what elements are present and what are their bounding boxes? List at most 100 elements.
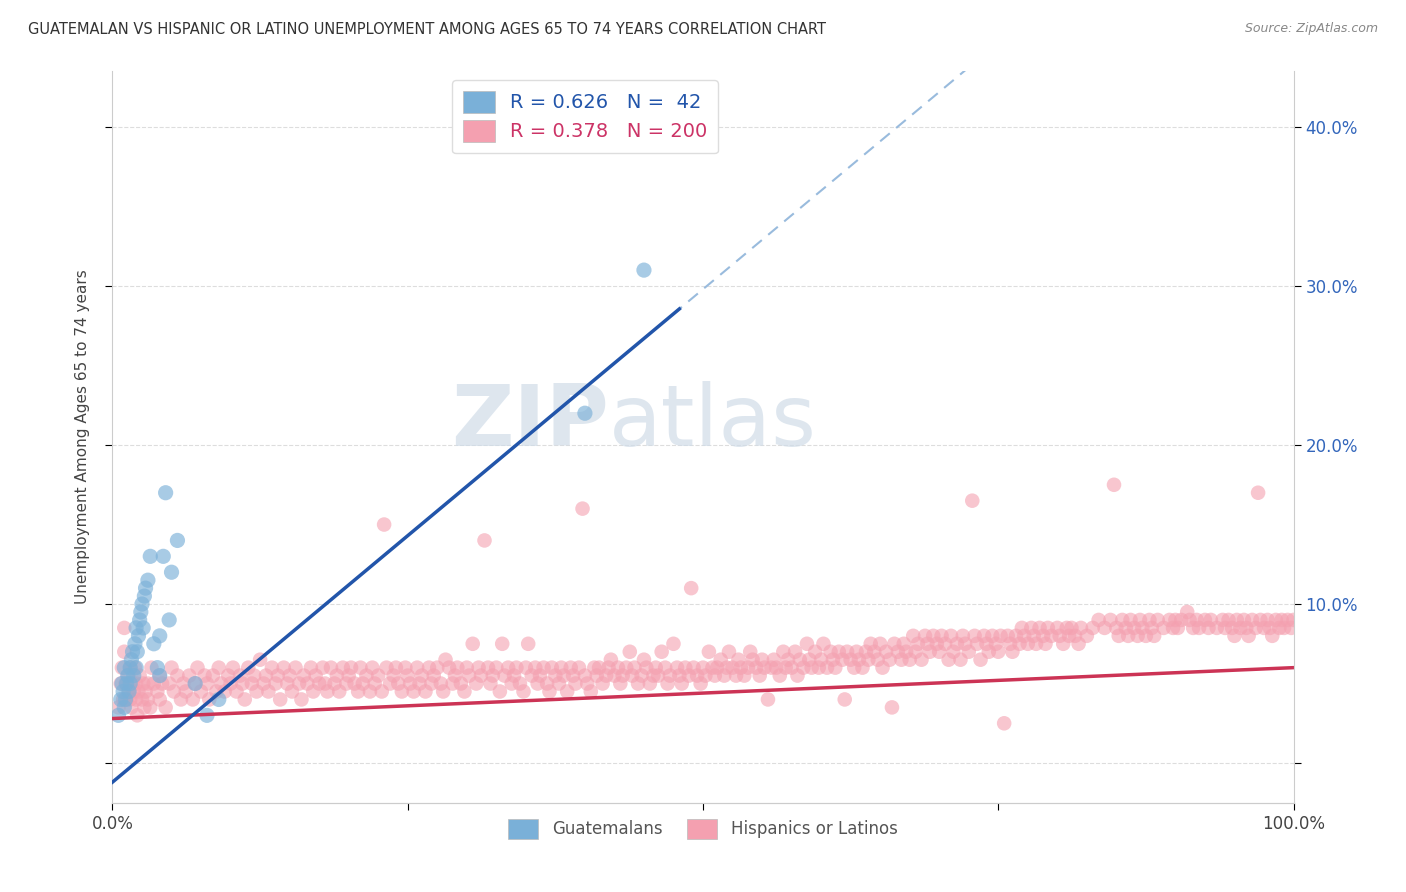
- Point: [115, 676, 138, 690]
- Point: [1185, 613, 1208, 627]
- Point: [312, 660, 335, 674]
- Point: [273, 660, 295, 674]
- Point: [887, 645, 910, 659]
- Point: [225, 684, 247, 698]
- Point: [981, 629, 1004, 643]
- Point: [149, 668, 172, 682]
- Point: [560, 660, 582, 674]
- Point: [426, 660, 449, 674]
- Point: [859, 637, 882, 651]
- Point: [595, 668, 617, 682]
- Point: [538, 684, 561, 698]
- Point: [308, 676, 330, 690]
- Point: [706, 660, 728, 674]
- Point: [894, 645, 917, 659]
- Point: [957, 645, 980, 659]
- Point: [302, 684, 325, 698]
- Point: [647, 668, 669, 682]
- Point: [290, 692, 312, 706]
- Point: [299, 660, 322, 674]
- Point: [114, 692, 136, 706]
- Point: [149, 668, 172, 682]
- Point: [553, 668, 575, 682]
- Point: [526, 676, 548, 690]
- Point: [810, 653, 832, 667]
- Point: [139, 549, 162, 564]
- Point: [481, 668, 503, 682]
- Point: [1223, 629, 1246, 643]
- Point: [190, 684, 212, 698]
- Text: Source: ZipAtlas.com: Source: ZipAtlas.com: [1244, 22, 1378, 36]
- Point: [501, 676, 523, 690]
- Point: [408, 676, 430, 690]
- Point: [977, 645, 1000, 659]
- Point: [1049, 629, 1071, 643]
- Point: [893, 637, 915, 651]
- Point: [1213, 621, 1236, 635]
- Point: [470, 668, 492, 682]
- Point: [673, 660, 696, 674]
- Point: [1170, 613, 1192, 627]
- Point: [112, 692, 135, 706]
- Point: [1279, 621, 1302, 635]
- Point: [444, 668, 467, 682]
- Point: [666, 660, 689, 674]
- Point: [548, 676, 571, 690]
- Point: [112, 660, 135, 674]
- Point: [614, 660, 637, 674]
- Point: [607, 660, 630, 674]
- Point: [371, 684, 394, 698]
- Point: [352, 676, 374, 690]
- Point: [834, 692, 856, 706]
- Point: [198, 692, 221, 706]
- Point: [1119, 613, 1142, 627]
- Point: [166, 668, 188, 682]
- Point: [973, 629, 995, 643]
- Point: [835, 645, 858, 659]
- Point: [118, 684, 141, 698]
- Point: [907, 637, 929, 651]
- Point: [356, 668, 378, 682]
- Point: [737, 660, 759, 674]
- Point: [630, 668, 652, 682]
- Point: [139, 700, 162, 714]
- Point: [125, 660, 148, 674]
- Point: [875, 645, 897, 659]
- Point: [800, 660, 823, 674]
- Point: [245, 684, 267, 698]
- Point: [579, 684, 602, 698]
- Point: [467, 660, 489, 674]
- Point: [658, 668, 681, 682]
- Point: [1022, 629, 1045, 643]
- Point: [657, 676, 679, 690]
- Point: [748, 668, 770, 682]
- Point: [681, 581, 703, 595]
- Point: [585, 668, 607, 682]
- Point: [349, 660, 371, 674]
- Point: [129, 605, 152, 619]
- Point: [373, 517, 395, 532]
- Point: [112, 645, 135, 659]
- Point: [914, 629, 936, 643]
- Point: [1264, 613, 1286, 627]
- Point: [792, 660, 814, 674]
- Point: [328, 684, 350, 698]
- Point: [1021, 621, 1043, 635]
- Point: [883, 637, 905, 651]
- Y-axis label: Unemployment Among Ages 65 to 74 years: Unemployment Among Ages 65 to 74 years: [75, 269, 90, 605]
- Point: [157, 613, 180, 627]
- Point: [363, 676, 385, 690]
- Point: [966, 637, 988, 651]
- Point: [326, 668, 349, 682]
- Point: [292, 668, 315, 682]
- Point: [934, 637, 956, 651]
- Point: [1056, 621, 1078, 635]
- Point: [1130, 621, 1153, 635]
- Point: [713, 668, 735, 682]
- Point: [869, 637, 891, 651]
- Text: GUATEMALAN VS HISPANIC OR LATINO UNEMPLOYMENT AMONG AGES 65 TO 74 YEARS CORRELAT: GUATEMALAN VS HISPANIC OR LATINO UNEMPLO…: [28, 22, 827, 37]
- Point: [337, 668, 360, 682]
- Point: [367, 668, 389, 682]
- Point: [219, 676, 242, 690]
- Point: [633, 653, 655, 667]
